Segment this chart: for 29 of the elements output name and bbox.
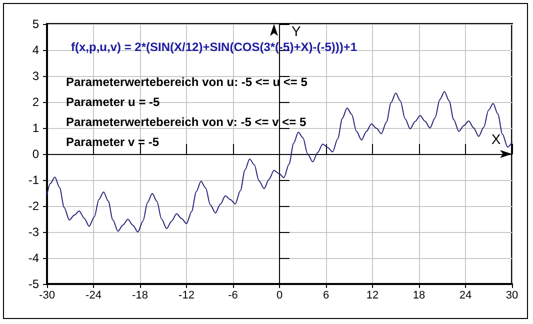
annotation: Parameter v = -5: [66, 135, 160, 149]
y-axis-title: Y: [292, 23, 302, 39]
x-tick-label: -6: [228, 290, 238, 302]
annotation: Parameterwertebereich von v: -5 <= v <= 5: [66, 115, 306, 129]
y-tick-label: -5: [28, 277, 40, 291]
x-tick-label: 30: [506, 290, 518, 302]
y-tick-label: 1: [32, 121, 40, 135]
annotation: Parameter u = -5: [66, 95, 160, 109]
x-axis-title: X: [491, 131, 502, 147]
x-tick-label: 6: [322, 290, 330, 302]
x-tick-label: 0: [276, 290, 283, 302]
y-tick-label: -2: [28, 199, 40, 213]
annotation: Parameterwertebereich von u: -5 <= u <= 5: [66, 75, 308, 89]
x-tick-label: 12: [366, 290, 379, 302]
y-tick-label: 0: [32, 147, 40, 161]
x-tick-label: 24: [459, 290, 472, 302]
line-series: [46, 91, 512, 232]
y-tick-label: -4: [28, 251, 40, 265]
x-tick-label: -12: [178, 290, 194, 302]
y-tick-label: 2: [32, 95, 40, 109]
x-tick-label: -18: [132, 290, 148, 302]
y-tick-label: 4: [32, 43, 40, 57]
y-tick-label: -3: [28, 225, 40, 239]
y-tick-label: -1: [28, 173, 40, 187]
y-tick-label: 3: [32, 69, 40, 83]
x-tick-label: -30: [39, 290, 55, 302]
x-tick-label: 18: [412, 290, 426, 302]
x-tick-label: -24: [86, 290, 102, 302]
y-tick-label: 5: [32, 17, 40, 31]
